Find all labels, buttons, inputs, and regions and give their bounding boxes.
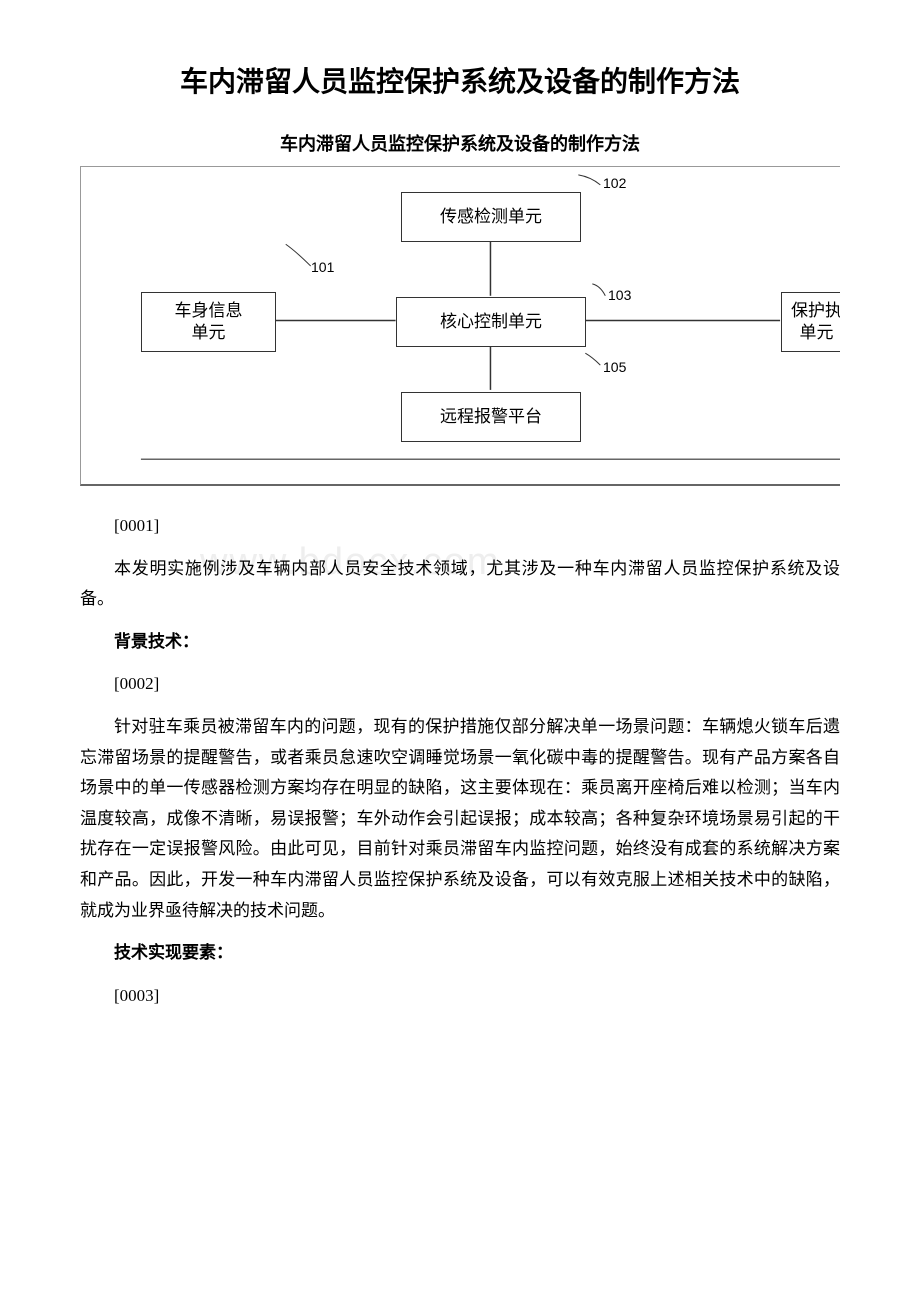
diagram-box-104: 保护执单元 — [781, 292, 840, 352]
block-diagram: 车身信息单元 101 传感检测单元 102 核心控制单元 103 保护执单元 远… — [80, 166, 840, 486]
section-background: 背景技术： — [80, 627, 840, 658]
diagram-box-101: 车身信息单元 — [141, 292, 276, 352]
para-0001: 本发明实施例涉及车辆内部人员安全技术领域，尤其涉及一种车内滞留人员监控保护系统及… — [80, 554, 840, 615]
diagram-box-103: 核心控制单元 — [396, 297, 586, 347]
section-tech-elements: 技术实现要素： — [80, 938, 840, 969]
page-title: 车内滞留人员监控保护系统及设备的制作方法 — [80, 60, 840, 100]
para-0002: 针对驻车乘员被滞留车内的问题，现有的保护措施仅部分解决单一场景问题：车辆熄火锁车… — [80, 712, 840, 926]
diagram-box-102: 传感检测单元 — [401, 192, 581, 242]
diagram-label-101: 101 — [311, 259, 334, 275]
para-0003-num: [0003] — [80, 981, 840, 1012]
para-0001-num: [0001] — [80, 511, 840, 542]
para-0002-num: [0002] — [80, 669, 840, 700]
page-subtitle: 车内滞留人员监控保护系统及设备的制作方法 — [80, 130, 840, 156]
diagram-box-105: 远程报警平台 — [401, 392, 581, 442]
diagram-label-102: 102 — [603, 175, 626, 191]
diagram-label-103: 103 — [608, 287, 631, 303]
diagram-label-105: 105 — [603, 359, 626, 375]
content-area: www.bdocx.com [0001] 本发明实施例涉及车辆内部人员安全技术领… — [80, 511, 840, 1011]
